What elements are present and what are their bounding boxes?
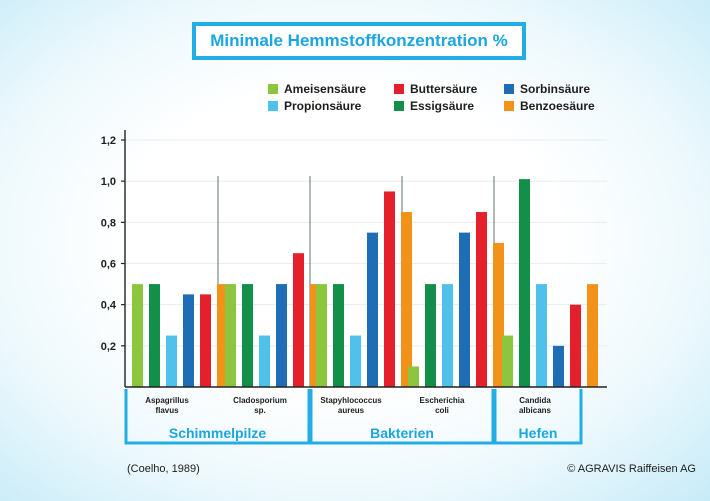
- legend-swatch: [394, 84, 404, 94]
- legend-label: Sorbinsäure: [520, 82, 591, 96]
- bar-benzoesure-3: [493, 242, 504, 387]
- bar-sorbinsure-0: [183, 294, 194, 387]
- bar-buttersure-4: [570, 304, 581, 387]
- y-tick-label: 1,0: [101, 176, 116, 188]
- category-label: Candida: [519, 396, 551, 405]
- bar-propionsure-4: [536, 284, 547, 387]
- legend-label: Ameisensäure: [284, 82, 367, 96]
- legend-label: Benzoesäure: [520, 99, 595, 113]
- group-bracket: [124, 389, 311, 445]
- bar-ameisensure-2: [316, 284, 327, 387]
- legend-swatch: [504, 84, 514, 94]
- legend-label: Buttersäure: [410, 82, 478, 96]
- bar-essigsure-2: [333, 284, 344, 387]
- bar-ameisensure-1: [225, 284, 236, 387]
- y-tick-label: 0,8: [101, 217, 116, 229]
- legend-swatch: [504, 101, 514, 111]
- category-label: flavus: [155, 406, 179, 415]
- legend-label: Propionsäure: [284, 99, 362, 113]
- bar-essigsure-4: [519, 179, 530, 387]
- bar-sorbinsure-2: [367, 232, 378, 387]
- bar-benzoesure-1: [310, 284, 321, 387]
- bar-sorbinsure-1: [276, 284, 287, 387]
- bar-essigsure-3: [425, 284, 436, 387]
- bar-propionsure-3: [442, 284, 453, 387]
- category-label: Escherichia: [420, 396, 465, 405]
- bar-propionsure-2: [350, 335, 361, 387]
- legend: Ameisensäure Buttersäure Sorbinsäure Pro…: [268, 82, 608, 118]
- bar-sorbinsure-4: [553, 345, 564, 387]
- legend-swatch: [394, 101, 404, 111]
- bar-essigsure-1: [242, 284, 253, 387]
- bar-propionsure-1: [259, 335, 270, 387]
- bar-buttersure-1: [293, 253, 304, 387]
- legend-swatch: [268, 84, 278, 94]
- bar-buttersure-3: [476, 212, 487, 387]
- legend-item-propionsaeure: Propionsäure: [268, 99, 361, 113]
- bar-propionsure-0: [166, 335, 177, 387]
- group-label: Schimmelpilze: [169, 425, 266, 441]
- category-label: Stapyhlococcus: [320, 396, 382, 405]
- source-note: (Coelho, 1989): [127, 463, 200, 475]
- category-label: aureus: [338, 406, 365, 415]
- bar-buttersure-2: [384, 191, 395, 387]
- legend-item-benzoesaeure: Benzoesäure: [504, 99, 595, 113]
- legend-item-ameisensaeure: Ameisensäure: [268, 82, 366, 96]
- category-label: coli: [435, 406, 449, 415]
- bar-ameisensure-0: [132, 284, 143, 387]
- legend-item-sorbinsaeure: Sorbinsäure: [504, 82, 590, 96]
- copyright-note: © AGRAVIS Raiffeisen AG: [567, 463, 696, 475]
- bar-benzoesure-2: [401, 212, 412, 387]
- chart-title: Minimale Hemmstoffkonzentration %: [210, 31, 508, 50]
- category-label: Aspagrillus: [145, 396, 189, 405]
- bar-ameisensure-3: [408, 366, 419, 387]
- category-label: albicans: [519, 406, 552, 415]
- bar-sorbinsure-3: [459, 232, 470, 387]
- group-bracket: [493, 389, 583, 445]
- bar-benzoesure-0: [217, 284, 228, 387]
- bar-ameisensure-4: [502, 335, 513, 387]
- y-tick-label: 0,2: [101, 341, 116, 353]
- legend-swatch: [268, 101, 278, 111]
- legend-label: Essigsäure: [410, 99, 475, 113]
- y-tick-label: 1,2: [101, 135, 116, 147]
- category-label: sp.: [254, 406, 266, 415]
- y-tick-label: 0,4: [101, 300, 117, 312]
- category-label: Cladosporium: [233, 396, 287, 405]
- group-label: Bakterien: [370, 425, 434, 441]
- bar-essigsure-0: [149, 284, 160, 387]
- chart-title-box: Minimale Hemmstoffkonzentration %: [192, 22, 526, 60]
- y-tick-label: 0,6: [101, 259, 116, 271]
- group-label: Hefen: [519, 425, 558, 441]
- bar-benzoesure-4: [587, 284, 598, 387]
- legend-item-essigsaeure: Essigsäure: [394, 99, 474, 113]
- legend-item-buttersaeure: Buttersäure: [394, 82, 477, 96]
- bar-buttersure-0: [200, 294, 211, 387]
- group-bracket: [309, 389, 495, 445]
